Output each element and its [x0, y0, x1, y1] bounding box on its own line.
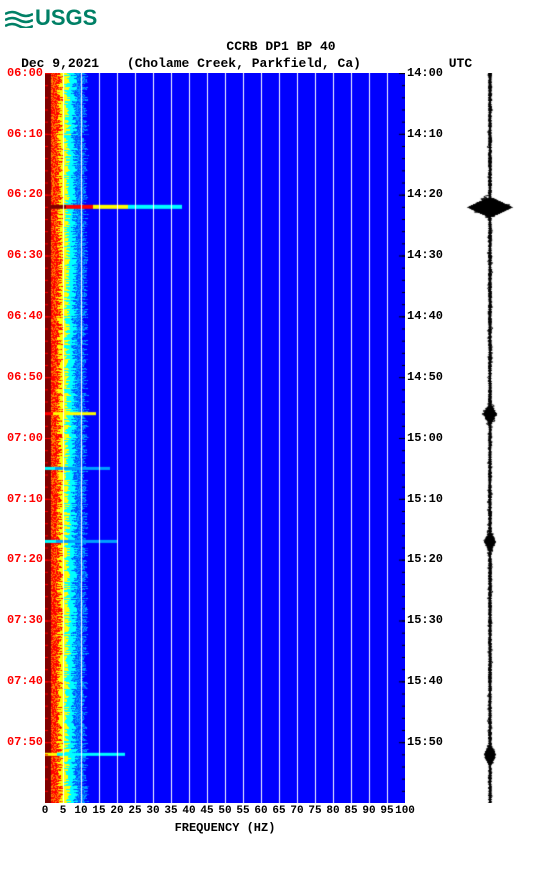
utc-tick: 14:20	[407, 187, 443, 201]
utc-tick: 14:40	[407, 309, 443, 323]
utc-tick: 14:50	[407, 370, 443, 384]
utc-tick: 15:10	[407, 492, 443, 506]
freq-tick: 80	[326, 805, 339, 817]
freq-tick: 70	[290, 805, 303, 817]
location-label: (Cholame Creek, Parkfield, Ca)	[127, 56, 361, 71]
title-line1: CCRB DP1 BP 40	[5, 39, 552, 56]
utc-tick: 14:00	[407, 66, 443, 80]
utc-label: UTC	[449, 56, 472, 71]
title-line2: PST Dec 9,2021 (Cholame Creek, Parkfield…	[5, 56, 552, 73]
pst-axis-labels: 06:0006:1006:2006:3006:4006:5007:0007:10…	[11, 73, 45, 803]
freq-tick: 100	[395, 805, 415, 817]
freq-tick: 55	[236, 805, 249, 817]
waveform-canvas	[465, 73, 515, 803]
pst-tick: 06:20	[7, 187, 43, 201]
frequency-axis-title: FREQUENCY (HZ)	[45, 821, 405, 835]
freq-tick: 85	[344, 805, 357, 817]
freq-tick: 10	[74, 805, 87, 817]
freq-tick: 35	[164, 805, 177, 817]
freq-tick: 75	[308, 805, 321, 817]
pst-tick: 07:00	[7, 431, 43, 445]
freq-tick: 90	[362, 805, 375, 817]
utc-axis-labels: 14:0014:1014:2014:3014:4014:5015:0015:10…	[405, 73, 443, 803]
pst-tick: 06:40	[7, 309, 43, 323]
pst-tick: 06:30	[7, 248, 43, 262]
pst-tick: 07:10	[7, 492, 43, 506]
freq-tick: 30	[146, 805, 159, 817]
pst-tick: 07:50	[7, 735, 43, 749]
utc-tick: 15:50	[407, 735, 443, 749]
frequency-axis-labels: 0510152025303540455055606570758085909510…	[45, 803, 405, 819]
freq-tick: 45	[200, 805, 213, 817]
spectrogram-container: 06:0006:1006:2006:3006:4006:5007:0007:10…	[45, 73, 405, 835]
freq-tick: 50	[218, 805, 231, 817]
usgs-text: USGS	[35, 5, 97, 31]
pst-tick: 07:20	[7, 552, 43, 566]
pst-tick: 06:10	[7, 127, 43, 141]
chart-title: CCRB DP1 BP 40 PST Dec 9,2021 (Cholame C…	[5, 39, 552, 73]
freq-tick: 0	[42, 805, 49, 817]
utc-tick: 14:30	[407, 248, 443, 262]
pst-tick: 07:40	[7, 674, 43, 688]
pst-tick: 06:00	[7, 66, 43, 80]
freq-tick: 40	[182, 805, 195, 817]
utc-tick: 15:40	[407, 674, 443, 688]
freq-tick: 5	[60, 805, 67, 817]
pst-tick: 06:50	[7, 370, 43, 384]
utc-tick: 15:20	[407, 552, 443, 566]
freq-tick: 95	[380, 805, 393, 817]
utc-tick: 15:00	[407, 431, 443, 445]
freq-tick: 15	[92, 805, 105, 817]
usgs-logo: USGS	[5, 5, 552, 31]
freq-tick: 25	[128, 805, 141, 817]
freq-tick: 60	[254, 805, 267, 817]
freq-tick: 65	[272, 805, 285, 817]
pst-tick: 07:30	[7, 613, 43, 627]
utc-tick: 14:10	[407, 127, 443, 141]
freq-tick: 20	[110, 805, 123, 817]
utc-tick: 15:30	[407, 613, 443, 627]
spectrogram-canvas	[45, 73, 405, 803]
usgs-wave-icon	[5, 8, 33, 28]
